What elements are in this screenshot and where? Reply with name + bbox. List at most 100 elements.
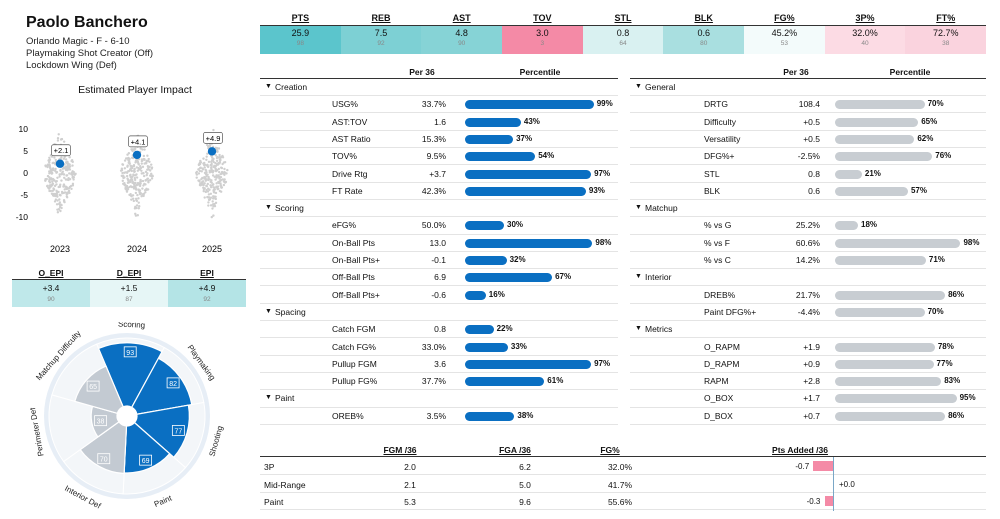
- percentile-bar: [465, 256, 507, 265]
- section-paint[interactable]: ▼ Paint: [260, 390, 618, 408]
- stat-header-ast[interactable]: AST: [452, 13, 471, 23]
- caret-down-icon[interactable]: ▼: [265, 394, 272, 402]
- section-scoring[interactable]: ▼ Scoring: [260, 200, 618, 218]
- epi-percentile: 90: [47, 296, 55, 303]
- zero-line: [833, 457, 834, 511]
- metric-name: eFG%: [332, 220, 357, 231]
- percentile-label: 71%: [928, 255, 945, 264]
- metric-value: +0.7: [803, 410, 820, 421]
- epi-header-o_epi[interactable]: O_EPI: [38, 268, 64, 278]
- shot-header-2[interactable]: FG%: [600, 445, 620, 455]
- stat-header-reb[interactable]: REB: [371, 13, 391, 23]
- shot-header-1[interactable]: FGA /36: [499, 445, 531, 455]
- epi-point-2025[interactable]: [207, 147, 217, 156]
- percentile-label: 38%: [517, 410, 534, 420]
- metric-name: Versatility: [704, 133, 741, 144]
- metric-name: D_RAPM: [704, 358, 740, 369]
- section-matchup[interactable]: ▼ Matchup: [630, 200, 986, 218]
- stat-cell-3p%: 32.0% 40: [824, 26, 906, 54]
- section-creation[interactable]: ▼ Creation: [260, 79, 618, 97]
- shot-fgm: 2.1: [404, 479, 416, 490]
- col-header-percentile[interactable]: Percentile: [519, 67, 561, 77]
- metric-value: 37.7%: [421, 376, 446, 387]
- epi-point-2023[interactable]: [55, 159, 65, 168]
- metric-row: Off-Ball Pts 6.9 67%: [260, 269, 618, 287]
- col-header-per36[interactable]: Per 36: [783, 67, 809, 77]
- percentile-label: 62%: [917, 133, 934, 143]
- percentile-label: 33%: [510, 341, 527, 351]
- metric-name: DFG%+: [704, 151, 735, 162]
- metric-value: 25.2%: [795, 220, 820, 231]
- metric-value: 33.0%: [421, 341, 446, 352]
- percentile-bar: [465, 377, 545, 387]
- section-interior[interactable]: ▼ Interior: [630, 269, 986, 287]
- caret-down-icon[interactable]: ▼: [635, 273, 642, 281]
- radar-value-playmaking: 82: [169, 381, 177, 388]
- epi-header-d_epi[interactable]: D_EPI: [116, 268, 142, 278]
- col-header-per36[interactable]: Per 36: [409, 67, 435, 77]
- stat-header-blk[interactable]: BLK: [694, 13, 713, 23]
- shot-zone: Mid-Range: [264, 479, 306, 490]
- percentile-label: 98%: [963, 237, 980, 247]
- caret-down-icon[interactable]: ▼: [265, 307, 272, 315]
- shot-fgm: 2.0: [404, 462, 416, 472]
- radar-value-paint: 69: [142, 458, 150, 465]
- epi-label-box: [51, 144, 71, 157]
- shot-row-mid-range: Mid-Range 2.1 5.0 41.7% +0.0: [260, 476, 986, 493]
- stat-percentile: 98: [296, 40, 304, 47]
- section-general[interactable]: ▼ General: [630, 79, 986, 97]
- stat-cell-blk: 0.6 80: [663, 26, 745, 54]
- metric-value: 0.8: [808, 168, 820, 179]
- metric-name: Drive Rtg: [332, 168, 368, 179]
- section-metrics[interactable]: ▼ Metrics: [630, 321, 986, 339]
- stat-value: 7.5: [374, 28, 388, 38]
- metric-row: Difficulty +0.5 65%: [630, 114, 986, 131]
- stat-header-ft%[interactable]: FT%: [936, 13, 956, 23]
- shot-header-3[interactable]: Pts Added /36: [772, 445, 828, 455]
- metric-row: USG% 33.7% 99%: [260, 96, 618, 114]
- shot-fg-pct: 41.7%: [607, 479, 633, 490]
- shot-header-0[interactable]: FGM /36: [383, 445, 417, 455]
- metric-name: Off-Ball Pts: [332, 272, 375, 283]
- metric-name: RAPM: [704, 376, 729, 387]
- caret-down-icon[interactable]: ▼: [265, 83, 272, 90]
- stat-percentile: 53: [780, 40, 788, 47]
- epi-header-epi[interactable]: EPI: [200, 268, 214, 278]
- metric-row: DRTG 108.4 70%: [630, 96, 986, 114]
- percentile-label: 65%: [921, 116, 938, 126]
- percentile-bar: [465, 342, 508, 352]
- section-spacing[interactable]: ▼ Spacing: [260, 304, 618, 322]
- percentile-label: 77%: [936, 358, 953, 368]
- epi-x-tick-2024: 2024: [127, 244, 147, 254]
- percentile-label: 22%: [496, 324, 513, 334]
- stat-header-3p%[interactable]: 3P%: [855, 13, 875, 23]
- stat-header-stl[interactable]: STL: [614, 13, 632, 23]
- metric-row: DREB% 21.7% 86%: [630, 287, 986, 304]
- percentile-label: 30%: [507, 220, 524, 230]
- caret-down-icon[interactable]: ▼: [265, 204, 272, 212]
- metric-row: On-Ball Pts 13.0 98%: [260, 235, 618, 252]
- caret-down-icon[interactable]: ▼: [635, 204, 642, 212]
- epi-point-2024[interactable]: [132, 150, 142, 160]
- col-header-percentile[interactable]: Percentile: [889, 67, 931, 77]
- pts-added-bar: [824, 496, 833, 506]
- percentile-bar: [465, 100, 594, 110]
- percentile-bar: [835, 169, 862, 179]
- stat-header-fg%[interactable]: FG%: [774, 13, 795, 23]
- percentile-bar: [465, 134, 514, 144]
- metric-name: Catch FG%: [332, 341, 376, 352]
- caret-down-icon[interactable]: ▼: [635, 83, 642, 90]
- metric-value: -4.4%: [797, 306, 820, 317]
- stat-header-tov[interactable]: TOV: [533, 13, 552, 23]
- section-title: Interior: [645, 272, 672, 283]
- caret-down-icon[interactable]: ▼: [635, 325, 642, 333]
- radar-value-perimeter-def: 38: [97, 419, 105, 426]
- percentile-label: 70%: [927, 99, 944, 109]
- percentile-bar: [465, 169, 592, 179]
- metric-value: 0.6: [808, 185, 820, 196]
- percentile-label: 43%: [523, 116, 540, 126]
- stat-header-pts[interactable]: PTS: [291, 13, 310, 23]
- epi-cell: +1.5 87: [90, 280, 168, 307]
- percentile-label: 99%: [596, 99, 613, 109]
